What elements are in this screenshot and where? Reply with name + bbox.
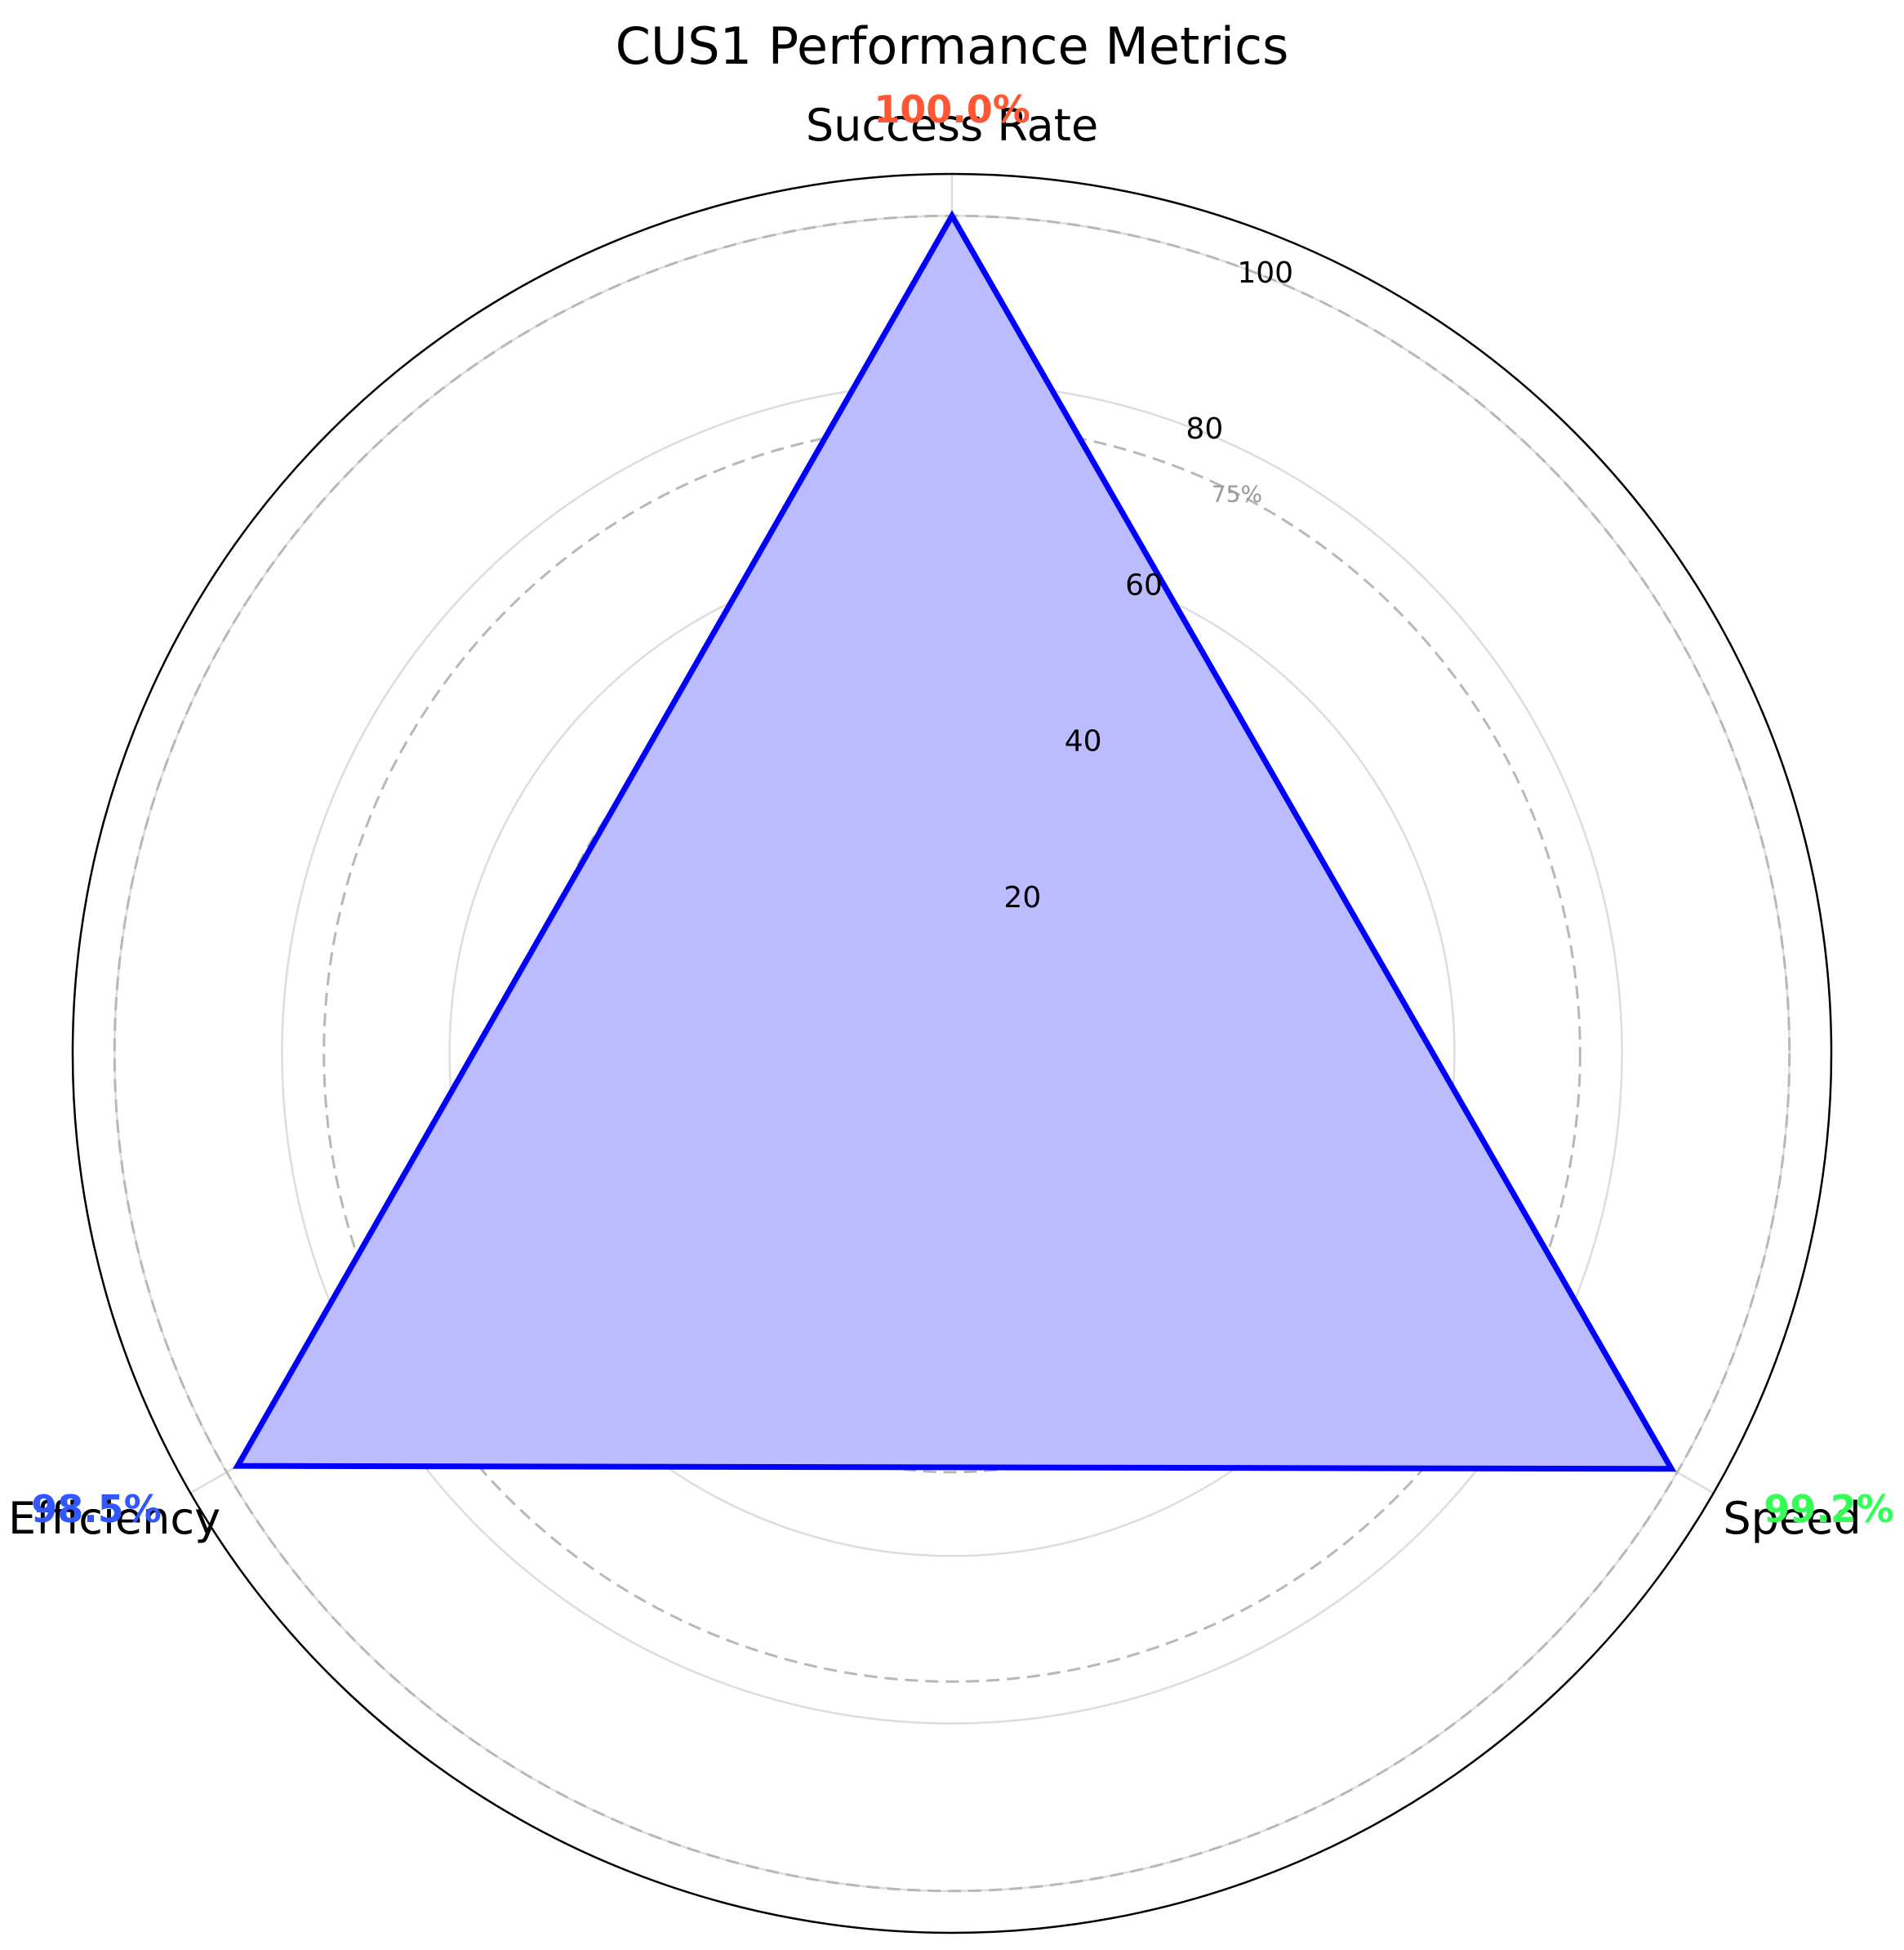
- series-layer: [233, 210, 1677, 1472]
- value-label: 100.0%: [874, 87, 1030, 131]
- value-labels: 100.0% 99.2% 98.5%: [31, 87, 1894, 1531]
- chart-title: CUS1 Performance Metrics: [616, 16, 1289, 76]
- reference-ring: [323, 424, 1581, 1683]
- value-label: 99.2%: [1764, 1487, 1894, 1531]
- reference-ring-label: 75%: [1212, 480, 1262, 507]
- radial-tick-label: 40: [1065, 725, 1102, 759]
- radial-tick-label: 100: [1237, 256, 1293, 290]
- axis-label: Speed: [1723, 1493, 1861, 1544]
- value-label: 98.5%: [31, 1487, 162, 1531]
- radial-tick-label: 60: [1125, 568, 1163, 602]
- radial-tick-labels: 20 40 60 80 100: [1003, 256, 1293, 915]
- series-polygon: [233, 210, 1677, 1472]
- axis-labels: Success Rate Speed Efficiency: [8, 100, 1862, 1544]
- radial-tick-label: 20: [1003, 881, 1041, 915]
- axis-label: Efficiency: [8, 1493, 220, 1544]
- outer-frame: [71, 172, 1833, 1934]
- axis-label: Success Rate: [806, 100, 1098, 151]
- radial-tick-label: 80: [1186, 412, 1223, 446]
